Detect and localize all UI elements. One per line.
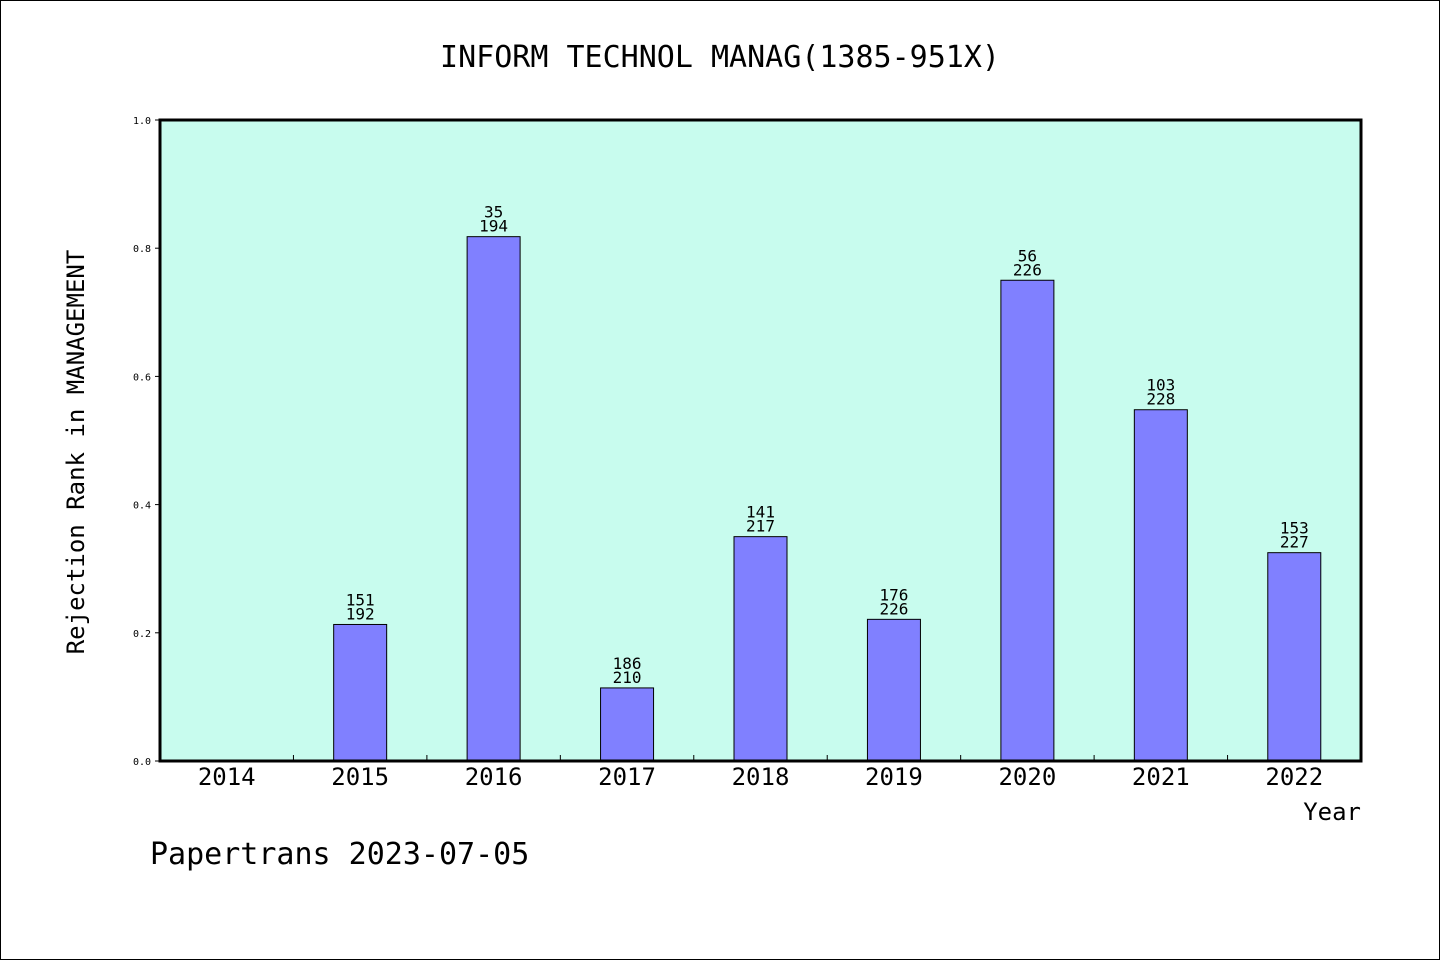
data-label-top: 186 <box>613 654 642 673</box>
data-label-top: 153 <box>1280 519 1309 538</box>
x-tick-label: 2016 <box>465 763 523 791</box>
bar-2018 <box>733 536 788 762</box>
x-tick-label: 2020 <box>998 763 1056 791</box>
bar-2022 <box>1267 552 1322 762</box>
data-label-top: 56 <box>1018 246 1037 265</box>
data-label-bottom: 217 <box>746 517 775 536</box>
x-tick-label: 2022 <box>1265 763 1323 791</box>
bar-2017 <box>600 687 655 762</box>
data-label-top: 35 <box>484 203 503 222</box>
x-tick-label: 2019 <box>865 763 923 791</box>
data-label-bottom: 226 <box>1013 260 1042 279</box>
x-tick-label: 2015 <box>331 763 389 791</box>
data-label-bottom: 228 <box>1146 390 1175 409</box>
bar-2021 <box>1133 409 1188 762</box>
plot-border <box>158 118 1363 763</box>
data-label-bottom: 192 <box>346 604 375 623</box>
y-tick-label: 0.0 <box>133 757 151 768</box>
data-label-bottom: 226 <box>879 599 908 618</box>
y-tick-label: 0.2 <box>133 629 151 640</box>
footer-credit: Papertrans 2023-07-05 <box>150 837 529 872</box>
y-axis: 0.0 0.2 0.4 0.6 0.8 1.0 <box>133 116 160 768</box>
x-tick-label: 2021 <box>1132 763 1190 791</box>
y-axis-label: Rejection Rank in MANAGEMENT <box>62 250 90 655</box>
chart-title: INFORM TECHNOL MANAG(1385-951X) <box>440 40 1000 75</box>
y-tick-label: 0.8 <box>133 244 151 255</box>
bars-group: 1511923519418621014121717622656226103228… <box>333 203 1322 762</box>
data-label-top: 151 <box>346 590 375 609</box>
x-axis: 2014 2015 2016 2017 2018 2019 2020 2021 2022 <box>198 755 1323 791</box>
x-axis-label: Year <box>1303 798 1361 826</box>
x-tick-label: 2018 <box>732 763 790 791</box>
bar-2020 <box>1000 279 1055 762</box>
bar-2015 <box>333 623 388 762</box>
data-label-top: 176 <box>879 585 908 604</box>
y-tick-label: 0.4 <box>133 501 151 512</box>
data-label-bottom: 194 <box>479 217 508 236</box>
y-tick-label: 0.6 <box>133 372 151 383</box>
data-label-top: 141 <box>746 503 775 522</box>
data-label-bottom: 227 <box>1280 533 1309 552</box>
data-label-top: 103 <box>1146 376 1175 395</box>
bar-2016 <box>466 236 521 762</box>
x-tick-label: 2014 <box>198 763 256 791</box>
data-label-bottom: 210 <box>613 668 642 687</box>
x-tick-label: 2017 <box>598 763 656 791</box>
y-tick-label: 1.0 <box>133 116 151 127</box>
bar-2019 <box>866 618 921 762</box>
